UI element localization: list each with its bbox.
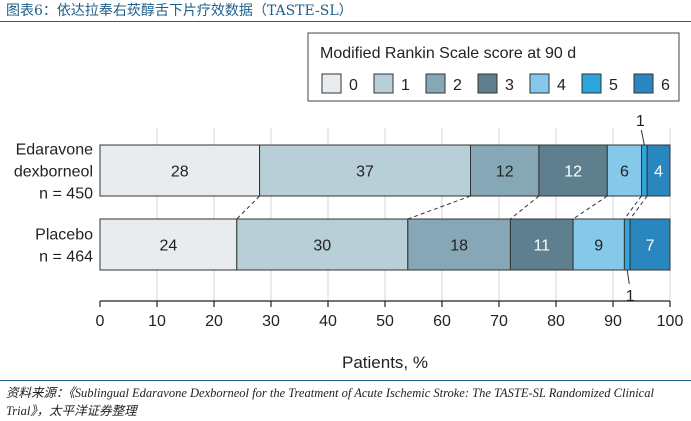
data-label: 37 [356,164,374,181]
legend-swatch [373,73,394,94]
data-label: 24 [160,238,178,255]
row-label: dexborneol [14,164,93,181]
legend-swatch [477,73,498,94]
row-label: Edaravone [16,142,93,159]
bar-segment [259,144,471,197]
bar-segment [470,144,540,197]
figure-title: 图表6：依达拉奉右莰醇舌下片疗效数据（TASTE-SL） [6,3,353,19]
x-tick-label: 80 [547,313,565,330]
legend-label: 2 [453,77,462,94]
x-tick-label: 90 [604,313,622,330]
data-label: 12 [564,164,582,181]
data-label: 18 [450,238,468,255]
bar-segment [572,218,625,271]
bar-segment [99,144,261,197]
source-rule [0,380,691,381]
x-axis-label: Patients, % [342,353,428,372]
data-label: 30 [313,238,331,255]
bar-segment [509,218,574,271]
x-tick-label: 50 [376,313,394,330]
x-tick-label: 70 [490,313,508,330]
legend-swatch [425,73,446,94]
data-label: 11 [533,238,550,255]
legend-label: 0 [349,77,358,94]
bar-segment [623,218,631,271]
legend-label: 1 [401,77,410,94]
connector-line [510,195,540,220]
legend-label: 6 [661,77,670,94]
callout-label: 1 [636,113,645,130]
title-rule [0,21,691,22]
x-tick-label: 60 [433,313,451,330]
x-tick-label: 30 [262,313,280,330]
callout-line [640,129,645,146]
connector-line [407,195,471,220]
data-label: 6 [620,164,629,181]
x-tick-label: 0 [96,313,105,330]
legend-swatch [633,73,654,94]
data-label: 28 [171,164,189,181]
bar-segment [538,144,608,197]
legend-label: 3 [505,77,514,94]
x-tick-label: 100 [657,313,684,330]
bar-segment [606,144,642,197]
bar-segment [641,144,648,197]
legend-title: Modified Rankin Scale score at 90 d [320,45,576,62]
source-note: 资料来源：《Sublingual Edaravone Dexborneol fo… [6,386,654,418]
row-label: n = 450 [39,186,93,203]
connector-line [236,195,260,220]
x-tick-label: 10 [148,313,166,330]
legend-swatch [321,73,342,94]
bar-segment [407,218,511,271]
x-tick-label: 20 [205,313,223,330]
row-label: n = 464 [39,249,93,266]
data-label: 9 [594,238,603,255]
row-label: Placebo [35,227,93,244]
data-label: 7 [646,238,655,255]
bar-segment [99,218,238,271]
legend-swatch [529,73,550,94]
data-label: 12 [496,164,514,181]
bar-segment [629,218,671,271]
data-label: 4 [654,164,663,181]
callout-line [626,269,630,285]
callout-label: 1 [626,288,635,305]
x-tick-label: 40 [319,313,337,330]
connector-line [572,195,608,220]
legend-swatch [581,73,602,94]
connector-line [629,195,648,220]
bar-segment [646,144,671,197]
legend-label: 5 [609,77,618,94]
legend-label: 4 [557,77,566,94]
connector-line [623,195,642,220]
